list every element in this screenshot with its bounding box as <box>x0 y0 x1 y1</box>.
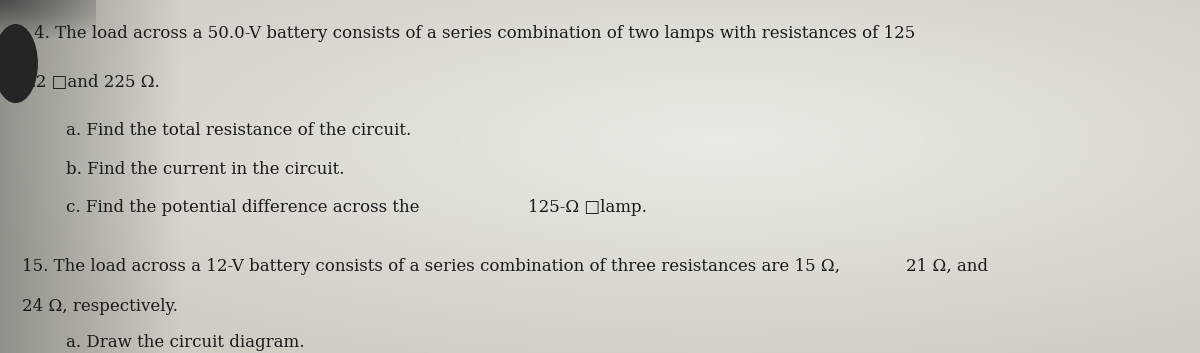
Ellipse shape <box>0 25 37 102</box>
Text: Ω2 □and 225 Ω.: Ω2 □and 225 Ω. <box>22 74 160 91</box>
Text: 24 Ω, respectively.: 24 Ω, respectively. <box>22 298 178 315</box>
Text: c. Find the potential difference across the: c. Find the potential difference across … <box>66 199 420 216</box>
Text: a. Find the total resistance of the circuit.: a. Find the total resistance of the circ… <box>66 122 412 139</box>
Text: 4. The load across a 50.0-V battery consists of a series combination of two lamp: 4. The load across a 50.0-V battery cons… <box>34 25 914 42</box>
Text: b. Find the current in the circuit.: b. Find the current in the circuit. <box>66 161 344 178</box>
Text: a. Draw the circuit diagram.: a. Draw the circuit diagram. <box>66 334 305 351</box>
Text: 15. The load across a 12-V battery consists of a series combination of three res: 15. The load across a 12-V battery consi… <box>22 258 840 275</box>
Text: 21 Ω, and: 21 Ω, and <box>906 258 988 275</box>
Text: 125-Ω □lamp.: 125-Ω □lamp. <box>528 199 647 216</box>
